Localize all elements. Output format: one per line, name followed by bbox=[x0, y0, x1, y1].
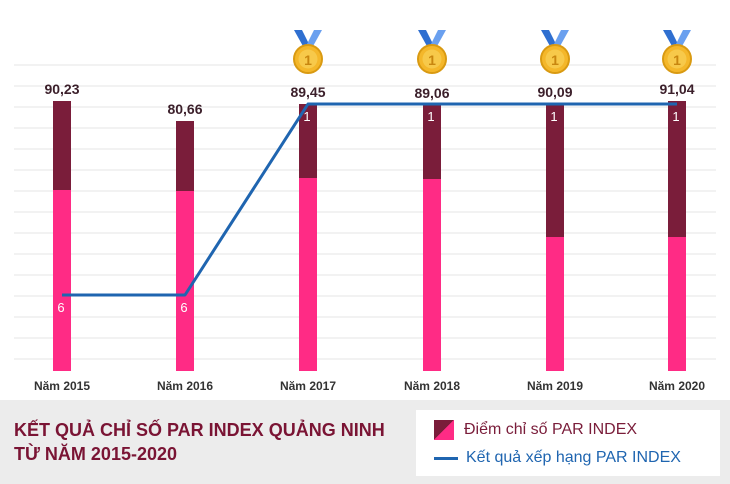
bar-value-label: 89,45 bbox=[290, 84, 325, 100]
title-line-2: TỪ NĂM 2015-2020 bbox=[14, 444, 178, 464]
bar-bottom-segment bbox=[176, 191, 194, 371]
bar-value-label: 80,66 bbox=[167, 101, 202, 117]
rank-value-label: 1 bbox=[303, 109, 310, 124]
grid bbox=[14, 64, 716, 360]
medal-inner bbox=[667, 49, 687, 69]
medal-number: 1 bbox=[673, 52, 681, 68]
medal-icon: 1 bbox=[293, 30, 323, 74]
bar-value-label: 91,04 bbox=[659, 81, 694, 97]
medal-inner bbox=[545, 49, 565, 69]
medal-ribbon-left bbox=[541, 30, 557, 48]
bar-top-segment bbox=[546, 104, 564, 237]
medal-number: 1 bbox=[304, 52, 312, 68]
bar-value-label: 90,23 bbox=[44, 81, 79, 97]
rank-value-label: 1 bbox=[672, 109, 679, 124]
x-tick-label: Năm 2019 bbox=[527, 379, 583, 393]
legend-item-bar: Điểm chỉ số PAR INDEX bbox=[434, 418, 637, 442]
legend-bar-label: Điểm chỉ số PAR INDEX bbox=[464, 421, 638, 438]
x-tick-label: Năm 2017 bbox=[280, 379, 336, 393]
rank-value-label: 6 bbox=[180, 300, 187, 315]
medal-ribbon-right bbox=[553, 30, 569, 48]
bar-top-segment bbox=[176, 121, 194, 191]
medal-ribbon-left bbox=[294, 30, 310, 48]
bar-top-segment bbox=[299, 104, 317, 178]
labels: 90,23 Năm 2015 80,66 Năm 2016 89,45 Năm 2017 8… bbox=[34, 81, 705, 393]
bar-top-segment bbox=[423, 105, 441, 179]
medals: 1 1 1 1 bbox=[293, 30, 692, 74]
x-tick-label: Năm 2016 bbox=[157, 379, 213, 393]
bar-bottom-segment bbox=[546, 237, 564, 371]
bar-bottom-segment bbox=[423, 179, 441, 371]
bar-top-segment bbox=[53, 101, 71, 190]
bar-bottom-segment bbox=[299, 178, 317, 371]
x-tick-label: Năm 2015 bbox=[34, 379, 90, 393]
medal-inner bbox=[298, 49, 318, 69]
rank-value-label: 6 bbox=[57, 300, 64, 315]
medal-ribbon-right bbox=[306, 30, 322, 48]
medal-ribbon-left bbox=[418, 30, 434, 48]
legend-bar-swatch bbox=[434, 420, 454, 440]
x-tick-label: Năm 2018 bbox=[404, 379, 460, 393]
bars bbox=[53, 101, 686, 371]
x-tick-label: Năm 2020 bbox=[649, 379, 705, 393]
rank-series-line bbox=[62, 102, 677, 297]
rank-line bbox=[62, 102, 677, 297]
par-index-chart: 90,23 Năm 2015 80,66 Năm 2016 89,45 Năm 2017 8… bbox=[14, 30, 716, 393]
bar-bottom-segment bbox=[668, 237, 686, 371]
legend-line-label: Kết quả xếp hạng PAR INDEX bbox=[466, 449, 681, 466]
title-line-1: KẾT QUẢ CHỈ SỐ PAR INDEX QUẢNG NINH bbox=[14, 420, 385, 440]
rank-value-label: 1 bbox=[427, 109, 434, 124]
medal-icon: 1 bbox=[540, 30, 570, 74]
medal-inner bbox=[422, 49, 442, 69]
medal-ribbon-right bbox=[430, 30, 446, 48]
legend-item-line: Kết quả xếp hạng PAR INDEX bbox=[434, 446, 681, 470]
medal-icon: 1 bbox=[662, 30, 692, 74]
medal-ribbon-left bbox=[663, 30, 679, 48]
medal-ribbon-right bbox=[675, 30, 691, 48]
chart-title: KẾT QUẢ CHỈ SỐ PAR INDEX QUẢNG NINH TỪ N… bbox=[14, 418, 414, 466]
rank-value-label: 1 bbox=[550, 109, 557, 124]
bar-value-label: 89,06 bbox=[414, 85, 449, 101]
bar-value-label: 90,09 bbox=[537, 84, 572, 100]
bar-top-segment bbox=[668, 101, 686, 237]
bar-bottom-segment bbox=[53, 190, 71, 371]
legend: Điểm chỉ số PAR INDEX Kết quả xếp hạng P… bbox=[416, 410, 720, 476]
legend-line-swatch bbox=[434, 456, 458, 460]
medal-number: 1 bbox=[428, 52, 436, 68]
medal-number: 1 bbox=[551, 52, 559, 68]
medal-icon: 1 bbox=[417, 30, 447, 74]
